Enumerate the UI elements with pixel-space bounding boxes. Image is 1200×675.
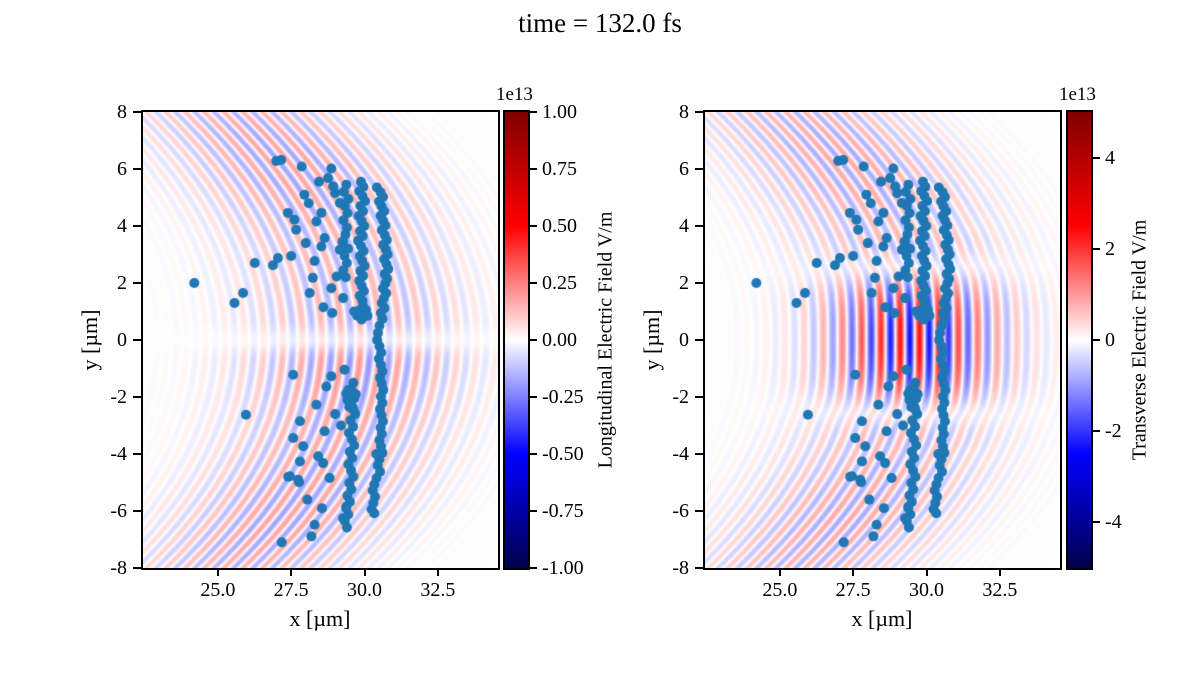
left-x-tick xyxy=(363,568,366,576)
left-colorbar-tick-label: 0.75 xyxy=(542,158,577,180)
right-x-tick xyxy=(778,568,781,576)
right-y-tick xyxy=(695,111,703,113)
right-x-tick-label: 27.5 xyxy=(835,579,871,601)
left-colorbar-tick xyxy=(530,168,537,170)
left-colorbar-tick-label: -0.25 xyxy=(542,386,584,408)
left-colorbar-tick xyxy=(530,567,537,569)
right-x-tick xyxy=(852,568,855,576)
left-y-tick xyxy=(133,111,141,113)
left-y-tick-label: 0 xyxy=(117,329,127,351)
left-colorbar-tick-label: -0.75 xyxy=(542,500,584,522)
left-y-tick-label: 4 xyxy=(117,215,127,237)
left-y-tick xyxy=(133,396,141,398)
right-plot-canvas xyxy=(705,112,1060,568)
right-colorbar-tick xyxy=(1093,430,1100,433)
left-x-tick-label: 30.0 xyxy=(347,579,382,601)
left-y-tick xyxy=(133,168,141,170)
left-colorbar-tick-label: -1.00 xyxy=(542,557,584,579)
right-y-tick xyxy=(695,282,703,284)
left-colorbar xyxy=(503,110,530,570)
right-y-tick-label: 4 xyxy=(679,215,689,237)
left-y-tick-label: -8 xyxy=(110,557,127,579)
left-y-tick-label: 6 xyxy=(117,158,127,180)
right-y-tick xyxy=(695,510,703,512)
left-colorbar-tick xyxy=(530,396,537,398)
left-x-tick xyxy=(216,568,219,576)
left-y-tick-label: 2 xyxy=(117,272,127,294)
left-colorbar-offset-text: 1e13 xyxy=(496,84,533,105)
left-y-tick-label: -4 xyxy=(110,443,127,465)
right-colorbar-tick-label: 0 xyxy=(1105,329,1115,351)
left-y-tick-label: 8 xyxy=(117,101,127,123)
right-y-tick-label: -2 xyxy=(672,386,689,408)
left-colorbar-tick-label: 1.00 xyxy=(542,101,577,123)
left-colorbar-tick-label: 0.25 xyxy=(542,272,577,294)
right-colorbar-tick xyxy=(1093,339,1100,341)
left-x-tick-label: 27.5 xyxy=(273,579,309,601)
left-plot-canvas xyxy=(143,112,498,568)
left-y-tick xyxy=(133,225,141,227)
right-y-tick-label: -4 xyxy=(672,443,689,465)
left-y-tick xyxy=(133,510,141,512)
right-colorbar-tick xyxy=(1093,247,1100,250)
left-y-tick xyxy=(133,282,141,284)
left-colorbar-tick-label: 0.00 xyxy=(542,329,577,351)
right-x-tick-label: 32.5 xyxy=(982,579,1018,601)
left-colorbar-tick xyxy=(530,453,537,455)
right-colorbar-tick-label: 4 xyxy=(1105,146,1115,169)
left-colorbar-tick xyxy=(530,282,537,284)
left-colorbar-tick-label: -0.50 xyxy=(542,443,584,465)
right-x-tick xyxy=(925,568,928,576)
left-colorbar-tick xyxy=(530,225,537,227)
left-x-tick xyxy=(290,568,293,576)
right-colorbar-tick-label: 2 xyxy=(1105,237,1115,260)
left-y-tick-label: -6 xyxy=(110,500,127,522)
right-colorbar-tick xyxy=(1093,521,1100,524)
right-colorbar-offset-text: 1e13 xyxy=(1059,84,1096,105)
left-axes xyxy=(141,110,500,570)
right-x-tick xyxy=(998,568,1001,576)
right-y-tick-label: 6 xyxy=(679,158,689,180)
right-x-tick-label: 25.0 xyxy=(762,579,798,601)
right-y-tick-label: -6 xyxy=(672,500,689,522)
right-y-tick xyxy=(695,168,703,170)
right-y-tick xyxy=(695,339,703,341)
left-y-tick xyxy=(133,453,141,455)
right-y-tick xyxy=(695,225,703,227)
right-y-tick-label: -8 xyxy=(672,557,689,579)
right-y-tick xyxy=(695,453,703,455)
left-colorbar-tick xyxy=(530,339,537,341)
left-colorbar-tick xyxy=(530,510,537,512)
left-y-tick-label: -2 xyxy=(110,386,127,408)
right-y-tick-label: 0 xyxy=(679,329,689,351)
right-y-tick-label: 2 xyxy=(679,272,689,294)
left-y-tick xyxy=(133,567,141,569)
right-colorbar-tick xyxy=(1093,156,1100,159)
figure-title: time = 132.0 fs xyxy=(518,8,682,38)
right-colorbar xyxy=(1066,110,1093,570)
left-colorbar-tick xyxy=(530,111,537,113)
left-x-tick xyxy=(436,568,439,576)
right-x-tick-label: 30.0 xyxy=(909,579,944,601)
right-y-tick xyxy=(695,567,703,569)
left-x-tick-label: 25.0 xyxy=(200,579,236,601)
left-y-tick xyxy=(133,339,141,341)
right-colorbar-tick-label: -4 xyxy=(1105,511,1122,534)
right-y-tick-label: 8 xyxy=(679,101,689,123)
right-x-axis-label: x [µm] xyxy=(851,606,913,631)
left-colorbar-tick-label: 0.50 xyxy=(542,215,577,237)
right-axes xyxy=(703,110,1062,570)
left-x-tick-label: 32.5 xyxy=(420,579,456,601)
right-y-tick xyxy=(695,396,703,398)
right-colorbar-tick-label: -2 xyxy=(1105,420,1122,443)
left-x-axis-label: x [µm] xyxy=(289,606,351,631)
